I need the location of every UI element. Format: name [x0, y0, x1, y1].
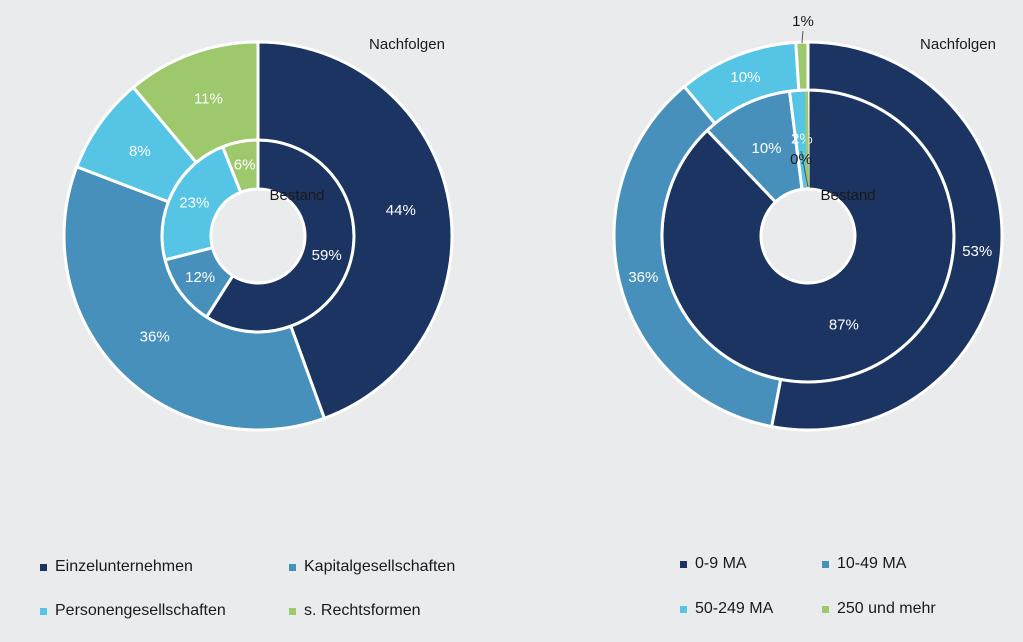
- outer-ring-slice-0-9-ma: [769, 40, 1004, 432]
- inner-ring-title: Bestand: [820, 187, 875, 204]
- outer-ring-label-10-49-ma: 36%: [628, 269, 658, 286]
- outer-ring-slice-s-rechtsformen: [131, 40, 260, 165]
- legend-swatch: [822, 560, 829, 568]
- inner-ring-label-kapitalgesellschaften: 12%: [185, 269, 215, 286]
- legend-item-kapitalgesellschaften: Kapitalgesellschaften: [289, 558, 455, 576]
- legend-swatch: [680, 605, 687, 613]
- outer-ring-label-s-rechtsformen: 11%: [194, 91, 223, 108]
- legend-swatch: [40, 607, 47, 615]
- legend-label: 10-49 MA: [837, 555, 907, 572]
- legend-item-0-9-ma: 0-9 MA: [680, 555, 747, 573]
- leader-line: [800, 150, 809, 188]
- legend-label: Kapitalgesellschaften: [304, 558, 456, 575]
- legend-label: 50-249 MA: [695, 600, 774, 617]
- outer-ring-slice-250-und-mehr: [794, 40, 810, 92]
- outer-ring-label-50-249-ma: 10%: [730, 69, 760, 86]
- outer-ring-label-250-und-mehr: 1%: [792, 13, 814, 30]
- legend-item-250-und-mehr: 250 und mehr: [822, 600, 936, 618]
- inner-ring-label-10-49-ma: 10%: [752, 140, 782, 157]
- inner-ring-label-einzelunternehmen: 59%: [312, 247, 342, 264]
- legend-label: s. Rechtsformen: [304, 602, 421, 619]
- inner-ring-label-250-und-mehr: 0%: [790, 151, 812, 168]
- legend-swatch: [289, 607, 296, 615]
- legend-item-einzelunternehmen: Einzelunternehmen: [40, 558, 193, 576]
- outer-ring-slice-einzelunternehmen: [256, 40, 454, 421]
- inner-ring-label-0-9-ma: 87%: [829, 317, 859, 334]
- inner-ring-label-50-249-ma: 2%: [791, 131, 813, 148]
- legend-swatch: [289, 563, 296, 571]
- inner-ring-title: Bestand: [269, 187, 324, 204]
- legend-label: 0-9 MA: [695, 555, 747, 572]
- legend-item-personengesellschaften: Personengesellschaften: [40, 602, 226, 620]
- legend-item-10-49-ma: 10-49 MA: [822, 555, 906, 573]
- chart-employee-size: 87% 10% 2% 0% 53% 36% 10% 1% Bestand Nachfolgen: [612, 13, 1004, 432]
- legend-swatch: [822, 605, 829, 613]
- legend-label: Personengesellschaften: [55, 602, 226, 619]
- legend-label: 250 und mehr: [837, 600, 936, 617]
- outer-ring-label-personengesellschaften: 8%: [129, 143, 151, 160]
- outer-ring-slice-10-49-ma: [612, 84, 783, 429]
- legend-swatch: [40, 563, 47, 571]
- legend-label: Einzelunternehmen: [55, 558, 193, 575]
- legend-item-50-249-ma: 50-249 MA: [680, 600, 773, 618]
- chart-legal-forms: 59% 12% 23% 6% 44% 36% 8% 11% Bestand Nachfolgen: [62, 36, 454, 432]
- inner-ring-slice-250-und-mehr: [805, 89, 810, 188]
- outer-ring-slice-kapitalgesellschaften: [62, 164, 327, 432]
- outer-ring-title: Nachfolgen: [369, 36, 445, 53]
- outer-ring-label-einzelunternehmen: 44%: [386, 202, 416, 219]
- legend-item-sonstige-rechtsformen: s. Rechtsformen: [289, 602, 420, 620]
- inner-ring-label-s-rechtsformen: 6%: [234, 157, 256, 174]
- outer-ring-label-kapitalgesellschaften: 36%: [140, 329, 170, 346]
- legend-swatch: [680, 560, 687, 568]
- outer-ring-title: Nachfolgen: [920, 36, 996, 53]
- inner-ring-label-personengesellschaften: 23%: [179, 195, 209, 212]
- outer-ring-label-0-9-ma: 53%: [962, 243, 992, 260]
- leader-line: [801, 30, 804, 44]
